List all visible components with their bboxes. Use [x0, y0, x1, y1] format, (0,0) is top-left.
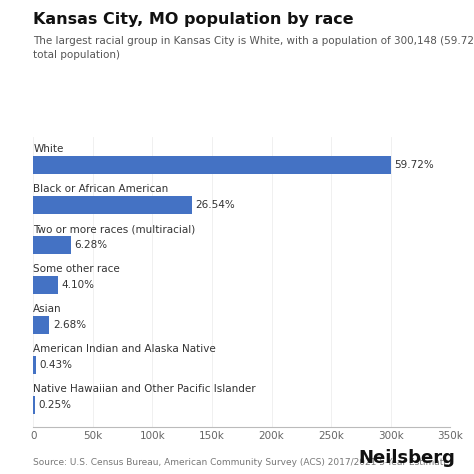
Text: Kansas City, MO population by race: Kansas City, MO population by race [33, 12, 354, 27]
Bar [33, 316, 49, 334]
Text: Black or African American: Black or African American [33, 184, 168, 194]
Bar [33, 196, 192, 214]
Text: Native Hawaiian and Other Pacific Islander: Native Hawaiian and Other Pacific Island… [33, 383, 256, 394]
Bar [33, 276, 58, 294]
Bar [33, 356, 36, 374]
Text: The largest racial group in Kansas City is White, with a population of 300,148 (: The largest racial group in Kansas City … [33, 36, 474, 60]
Text: 4.10%: 4.10% [61, 280, 94, 290]
Text: Two or more races (multiracial): Two or more races (multiracial) [33, 224, 195, 234]
Text: 0.25%: 0.25% [38, 400, 71, 410]
Text: Asian: Asian [33, 304, 62, 314]
Bar [33, 396, 35, 414]
Text: 2.68%: 2.68% [53, 320, 86, 330]
Text: Neilsberg: Neilsberg [358, 449, 455, 467]
Text: 26.54%: 26.54% [196, 200, 236, 210]
Text: 0.43%: 0.43% [39, 360, 73, 370]
Bar [33, 156, 391, 174]
Text: White: White [33, 145, 64, 155]
Text: Some other race: Some other race [33, 264, 120, 274]
Text: 59.72%: 59.72% [394, 160, 434, 170]
Text: Source: U.S. Census Bureau, American Community Survey (ACS) 2017/2021 5-Year Est: Source: U.S. Census Bureau, American Com… [33, 458, 454, 467]
Text: 6.28%: 6.28% [74, 240, 108, 250]
Text: American Indian and Alaska Native: American Indian and Alaska Native [33, 344, 216, 354]
Bar [33, 236, 71, 254]
